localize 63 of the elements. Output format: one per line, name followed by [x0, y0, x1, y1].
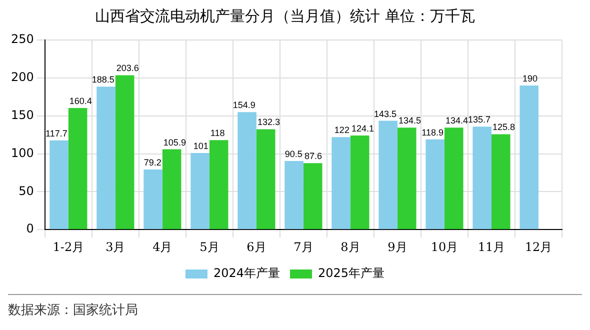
data-label: 117.7 [46, 128, 68, 138]
data-label: 101 [193, 140, 208, 151]
bar [238, 112, 256, 230]
bar [426, 139, 444, 230]
bar [209, 140, 228, 230]
bar [68, 108, 88, 230]
legend-label: 2025年产量 [318, 266, 385, 280]
data-label: 160.4 [69, 96, 92, 106]
data-label: 190 [522, 73, 538, 84]
bar [520, 86, 538, 230]
data-label: 125.8 [492, 122, 516, 132]
data-label: 188.5 [92, 74, 114, 85]
x-tick-label: 8月 [340, 240, 360, 254]
x-tick-label: 6月 [246, 240, 266, 254]
x-tick-label: 1-2月 [52, 240, 84, 254]
data-label: 132.3 [257, 117, 280, 128]
data-label: 87.6 [304, 151, 322, 162]
source-note: 数据来源：国家统计局 [8, 303, 138, 318]
y-tick-label: 50 [18, 184, 34, 198]
x-tick-label: 7月 [294, 240, 314, 254]
data-label: 154.9 [232, 100, 256, 110]
y-tick-label: 150 [11, 108, 34, 122]
bar [491, 134, 510, 230]
bar [190, 153, 210, 230]
bar [472, 126, 492, 230]
data-label: 134.5 [398, 116, 421, 126]
bar [162, 149, 182, 230]
bar [284, 160, 304, 230]
x-tick-label: 9月 [388, 240, 408, 254]
data-label: 105.9 [163, 137, 186, 148]
bar [378, 120, 398, 230]
data-label: 90.5 [284, 148, 302, 159]
data-label: 143.5 [374, 108, 396, 119]
data-label: 118.9 [422, 127, 444, 138]
data-label: 203.6 [116, 63, 139, 74]
bar [350, 135, 370, 230]
data-label: 79.2 [144, 158, 162, 168]
data-label: 135.7 [468, 114, 490, 125]
bar [303, 163, 322, 230]
data-label: 124.1 [351, 123, 374, 134]
x-tick-label: 12月 [524, 240, 552, 254]
bar [144, 170, 162, 230]
bar [332, 137, 350, 230]
y-tick-label: 200 [11, 70, 34, 84]
bar [397, 128, 416, 230]
legend-label: 2024年产量 [213, 266, 280, 280]
data-label: 122 [334, 125, 350, 136]
bar [96, 86, 116, 230]
y-tick-label: 250 [11, 32, 34, 46]
x-tick-label: 11月 [478, 240, 506, 254]
x-tick-label: 4月 [152, 240, 172, 254]
y-tick-label: 100 [11, 146, 34, 160]
chart-title: 山西省交流电动机产量分月（当月值）统计 单位：万千瓦 [95, 6, 475, 25]
data-label: 118 [210, 128, 225, 138]
x-tick-label: 3月 [106, 240, 126, 254]
bar [444, 128, 464, 230]
bar [256, 129, 276, 230]
bar [50, 140, 68, 230]
y-tick-label: 0 [26, 222, 34, 236]
bar [115, 75, 134, 230]
x-tick-label: 10月 [430, 240, 458, 254]
x-tick-label: 5月 [200, 240, 220, 254]
data-label: 134.4 [445, 116, 468, 126]
